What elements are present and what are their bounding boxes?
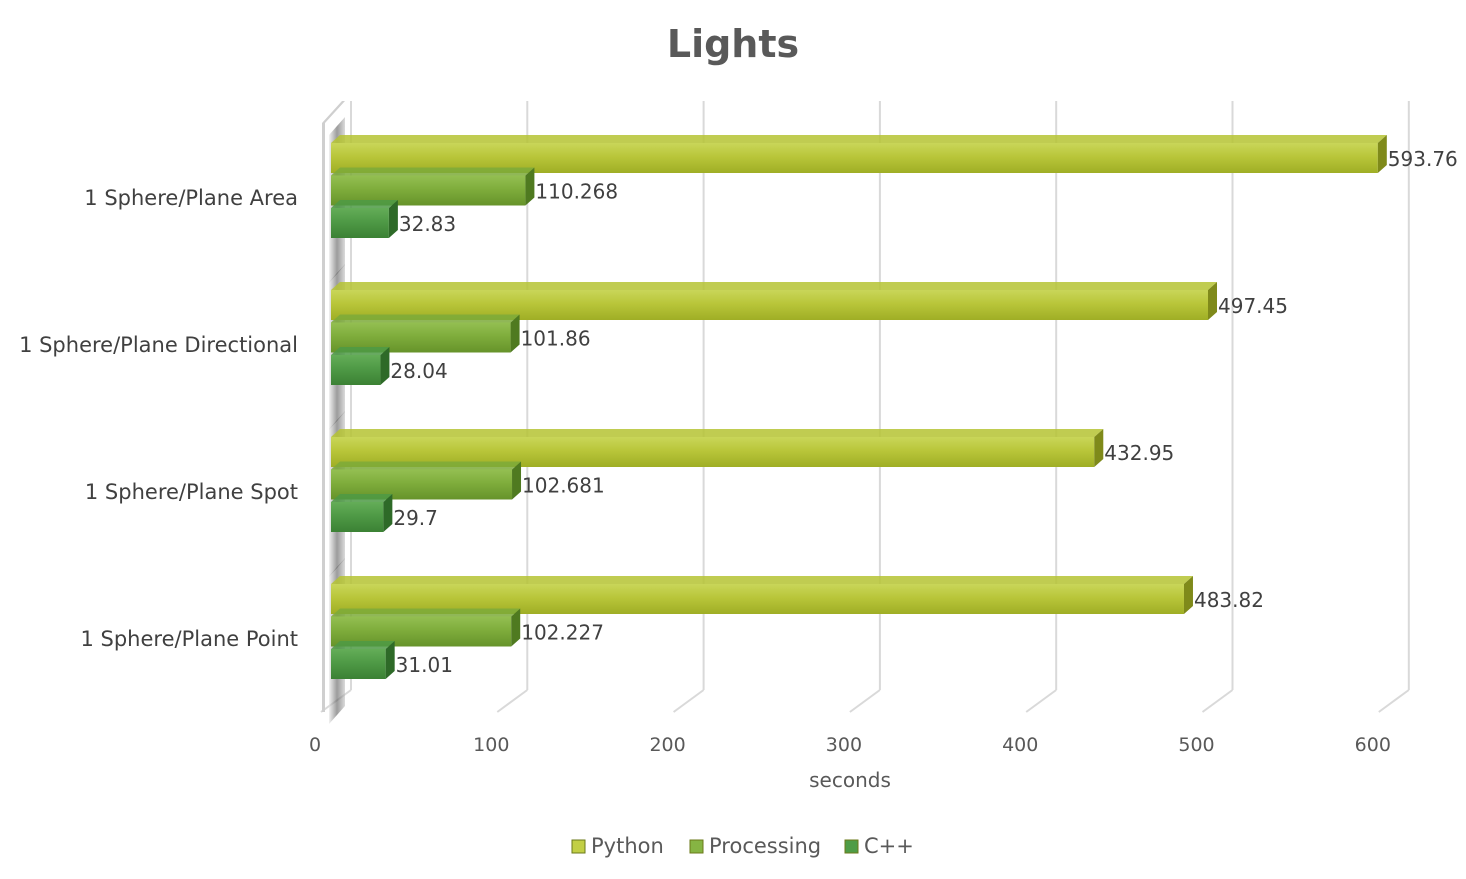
bar-top-face bbox=[331, 347, 390, 355]
data-label-processing-1-sphere-plane-directional: 101.86 bbox=[521, 327, 591, 351]
bar-top-face bbox=[331, 429, 1104, 437]
floor-gridline-300 bbox=[849, 689, 881, 713]
x-tick-400: 400 bbox=[1002, 734, 1038, 756]
legend-swatch bbox=[689, 839, 704, 854]
bar-python-1-sphere-plane-directional bbox=[331, 282, 1218, 320]
data-label-python-1-sphere-plane-spot: 432.95 bbox=[1104, 441, 1174, 465]
data-label-python-1-sphere-plane-point: 483.82 bbox=[1194, 588, 1264, 612]
legend-item-python: Python bbox=[571, 834, 664, 858]
x-tick-200: 200 bbox=[649, 734, 685, 756]
data-label-c-1-sphere-plane-point: 31.01 bbox=[396, 653, 453, 677]
x-tick-labels: 0 100 200 300 400 500 600 bbox=[309, 734, 1391, 756]
bar-processing-1-sphere-plane-directional bbox=[331, 314, 520, 353]
bar-top-face bbox=[331, 314, 520, 323]
floor-gridline-100 bbox=[496, 689, 528, 713]
legend-swatch bbox=[571, 839, 586, 854]
bar-end-cap bbox=[511, 608, 521, 647]
bar-top-face bbox=[331, 135, 1387, 143]
data-label-c-1-sphere-plane-directional: 28.04 bbox=[390, 359, 447, 383]
data-label-python-1-sphere-plane-area: 593.76 bbox=[1388, 147, 1458, 171]
bar-top-face bbox=[331, 200, 398, 208]
bar-front-face bbox=[331, 208, 389, 238]
bar-c-1-sphere-plane-spot bbox=[331, 494, 393, 532]
data-label-processing-1-sphere-plane-point: 102.227 bbox=[521, 621, 604, 645]
data-label-python-1-sphere-plane-directional: 497.45 bbox=[1218, 294, 1288, 318]
bar-end-cap bbox=[1094, 429, 1104, 467]
bar-processing-1-sphere-plane-point bbox=[331, 608, 521, 647]
x-tick-0: 0 bbox=[309, 734, 321, 756]
bar-end-cap bbox=[1208, 282, 1218, 320]
bar-end-cap bbox=[380, 347, 390, 385]
bar-end-cap bbox=[383, 494, 393, 532]
legend-label: Python bbox=[591, 834, 664, 858]
x-tick-500: 500 bbox=[1178, 734, 1214, 756]
floor-gridline-400 bbox=[1025, 689, 1057, 713]
x-axis-title: seconds bbox=[809, 768, 891, 792]
bar-c-1-sphere-plane-area bbox=[331, 200, 398, 238]
bar-top-face bbox=[331, 167, 535, 176]
legend-item-processing: Processing bbox=[689, 834, 821, 858]
legend-label: C++ bbox=[864, 834, 914, 858]
category-label-1-sphere-plane-area: 1 Sphere/Plane Area bbox=[84, 186, 298, 210]
bar-end-cap bbox=[512, 461, 522, 500]
bar-top-face bbox=[331, 461, 522, 470]
legend-label: Processing bbox=[709, 834, 821, 858]
bar-top-face bbox=[331, 608, 521, 617]
bars bbox=[331, 135, 1387, 679]
bar-top-face bbox=[331, 494, 393, 502]
category-label-1-sphere-plane-directional: 1 Sphere/Plane Directional bbox=[19, 333, 298, 357]
bar-end-cap bbox=[510, 314, 520, 353]
data-label-processing-1-sphere-plane-area: 110.268 bbox=[535, 180, 618, 204]
bar-processing-1-sphere-plane-spot bbox=[331, 461, 522, 500]
bar-python-1-sphere-plane-point bbox=[331, 576, 1193, 614]
bar-end-cap bbox=[385, 641, 395, 679]
bar-python-1-sphere-plane-spot bbox=[331, 429, 1104, 467]
bar-front-face bbox=[331, 355, 381, 385]
data-label-processing-1-sphere-plane-spot: 102.681 bbox=[522, 474, 605, 498]
data-label-c-1-sphere-plane-spot: 29.7 bbox=[393, 506, 438, 530]
bar-end-cap bbox=[388, 200, 398, 238]
bar-front-face bbox=[331, 649, 386, 679]
chart-title: Lights bbox=[667, 22, 799, 66]
bar-python-1-sphere-plane-area bbox=[331, 135, 1387, 173]
floor-gridline-500 bbox=[1201, 689, 1234, 713]
data-label-c-1-sphere-plane-area: 32.83 bbox=[399, 212, 456, 236]
floor-gridline-600 bbox=[1378, 689, 1410, 713]
bar-c-1-sphere-plane-point bbox=[331, 641, 395, 679]
bar-top-face bbox=[331, 576, 1193, 584]
bar-end-cap bbox=[1377, 135, 1387, 173]
x-tick-300: 300 bbox=[826, 734, 862, 756]
legend-swatch bbox=[844, 839, 859, 854]
x-tick-600: 600 bbox=[1355, 734, 1391, 756]
category-label-1-sphere-plane-point: 1 Sphere/Plane Point bbox=[80, 627, 298, 651]
bar-top-face bbox=[331, 641, 395, 649]
data-labels: 593.76 110.268 32.83 497.45 101.86 28.04 432.9… bbox=[390, 147, 1457, 677]
bar-end-cap bbox=[1183, 576, 1193, 614]
floor-gridline-200 bbox=[673, 689, 705, 713]
x-tick-100: 100 bbox=[473, 734, 509, 756]
bar-processing-1-sphere-plane-area bbox=[331, 167, 535, 206]
category-labels: 1 Sphere/Plane Area 1 Sphere/Plane Direct… bbox=[19, 186, 298, 651]
bar-front-face bbox=[331, 502, 384, 532]
legend-item-c: C++ bbox=[844, 834, 914, 858]
bar-end-cap bbox=[525, 167, 535, 206]
bar-top-face bbox=[331, 282, 1218, 290]
wall-edge bbox=[322, 101, 345, 712]
category-label-1-sphere-plane-spot: 1 Sphere/Plane Spot bbox=[85, 480, 298, 504]
bar-c-1-sphere-plane-directional bbox=[331, 347, 390, 385]
legend: Python Processing C++ bbox=[571, 834, 914, 858]
